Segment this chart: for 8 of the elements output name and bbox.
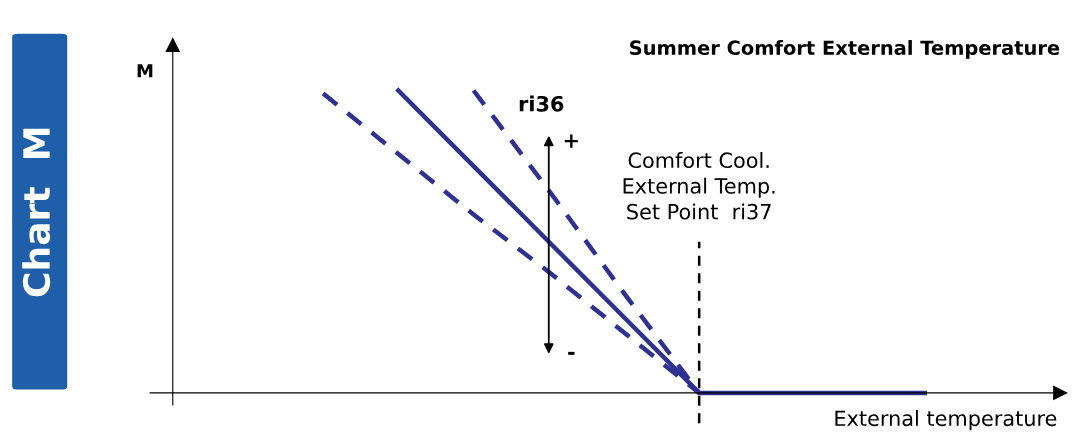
x-axis-title: External temperature [835, 410, 1057, 431]
annotation: + [564, 134, 578, 148]
annotation: - [568, 351, 575, 355]
text: Chart M [22, 128, 51, 297]
chart-title: Summer Comfort External Temperature [630, 40, 1060, 59]
annotation: Comfort Cool. External Temp. Set Point ri37 [623, 151, 775, 220]
annotation: ri36 [519, 95, 564, 112]
text: M [137, 64, 153, 78]
